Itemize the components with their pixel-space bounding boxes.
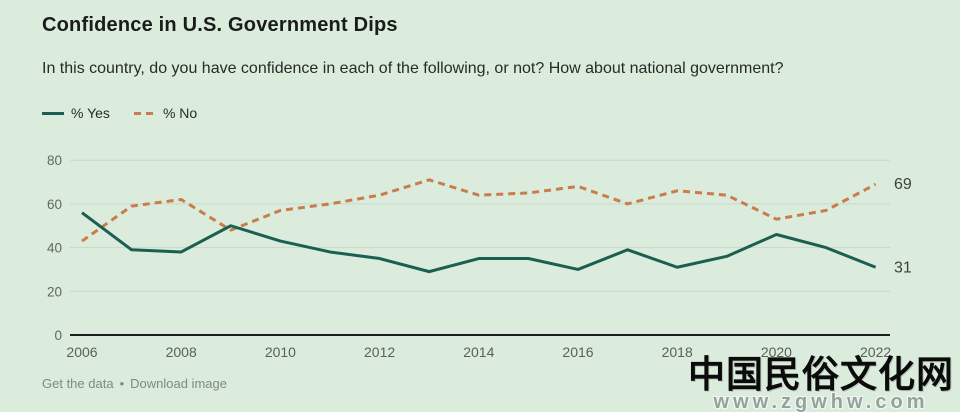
series-line-yes [81,211,877,274]
footer-separator: • [119,376,125,391]
x-tick-label: 2022 [860,344,891,360]
series-end-label-no: 69 [894,176,912,193]
download-image-link[interactable]: Download image [130,376,227,391]
y-tick-label: 40 [47,241,62,256]
x-tick-label: 2010 [265,344,296,360]
footer: Get the data • Download image [42,376,227,391]
chart-title: Confidence in U.S. Government Dips [42,14,398,36]
y-tick-label: 60 [47,197,62,212]
legend-item-yes[interactable]: % Yes [42,105,110,121]
x-tick-label: 2006 [66,344,97,360]
chart-subtitle: In this country, do you have confidence … [42,60,784,77]
legend-label-yes: % Yes [71,105,110,121]
no-line-swatch-icon [133,111,156,115]
legend-label-no: % No [162,105,198,121]
series-line-no [81,178,877,243]
yes-line-swatch-icon [42,111,64,115]
x-tick-label: 2012 [364,344,395,360]
x-tick-label: 2016 [562,344,593,360]
y-tick-label: 80 [47,153,62,168]
y-tick-label: 0 [54,328,62,343]
y-tick-label: 20 [47,284,62,299]
x-tick-label: 2008 [166,344,197,360]
series-end-label-yes: 31 [894,259,912,276]
legend: % Yes % No [42,105,197,121]
x-tick-label: 2014 [463,344,494,360]
x-tick-label: 2018 [662,344,693,360]
legend-item-no[interactable]: % No [133,105,198,121]
get-the-data-link[interactable]: Get the data [42,376,114,391]
x-tick-label: 2020 [761,344,792,360]
